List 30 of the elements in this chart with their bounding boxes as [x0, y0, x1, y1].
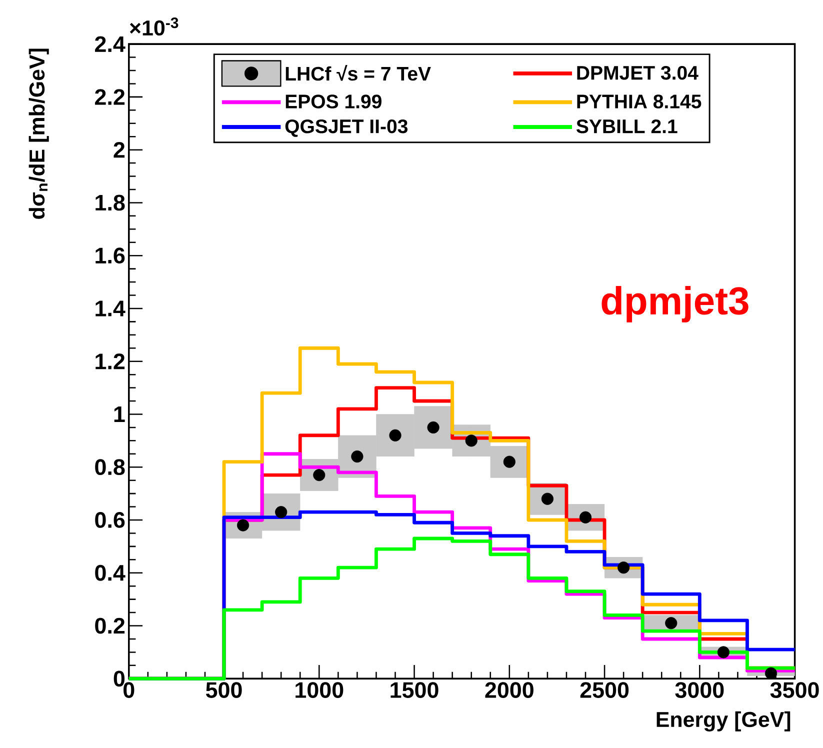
y-tick-label: 0.6 — [95, 512, 125, 528]
legend-label: DPMJET 3.04 — [577, 66, 698, 80]
y-tick-label: 2.2 — [95, 89, 125, 105]
text: ×10$^{-3}$ — [130, 17, 178, 36]
y-tick-label: 1.8 — [96, 194, 125, 211]
x-axis-title: Energy [GeV] — [656, 711, 790, 732]
x-tick-label: 1500 — [390, 682, 438, 698]
x-tick-label: 3000 — [675, 682, 724, 698]
y-tick-label: 2.4 — [95, 36, 126, 52]
y-tick-label: 0.8 — [95, 459, 125, 475]
legend-label: LHCf √s = 7 TeV — [286, 64, 431, 81]
y-axis-title: dσ$_{n}$/dE [mb/GeV] — [28, 48, 49, 219]
y-tick-label: 0.2 — [95, 618, 125, 634]
y-tick-label: 0.4 — [95, 564, 126, 581]
legend-label: PYTHIA 8.145 — [577, 94, 702, 108]
annotation: dpmjet3 — [602, 286, 748, 322]
y-tick-label: 1 — [114, 406, 125, 422]
y-tick-label: 1.4 — [96, 300, 126, 316]
y-tick-label: 0 — [114, 670, 125, 687]
x-tick-label: 2500 — [580, 682, 629, 698]
legend-label: EPOS 1.99 — [286, 94, 382, 108]
x-tick-label: 500 — [206, 682, 242, 698]
y-tick-label: 2 — [114, 142, 125, 158]
y-tick-label: 1.2 — [96, 353, 125, 370]
legend-label: QGSJET II-03 — [285, 119, 408, 137]
x-tick-label: 1000 — [296, 682, 344, 698]
x-tick-label: 3500 — [770, 682, 819, 698]
x-tick-label: 2000 — [485, 682, 534, 698]
legend-label: SYBILL 2.1 — [576, 119, 678, 134]
y-tick-label: 1.6 — [96, 248, 125, 264]
